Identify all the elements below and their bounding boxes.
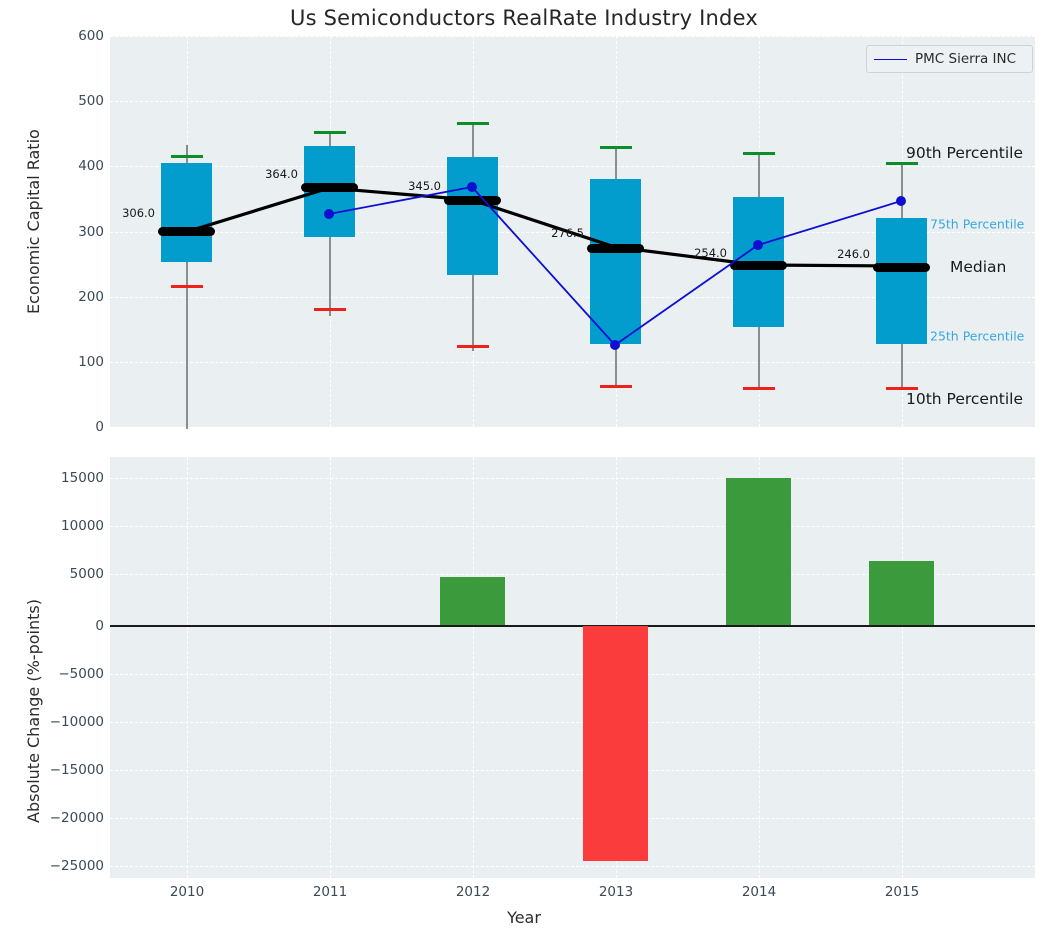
gridline-h xyxy=(110,361,1035,363)
gridline-h xyxy=(110,526,1035,527)
median-label-2012: 345.0 xyxy=(408,179,441,193)
box-2013 xyxy=(590,179,641,344)
bottom-y-tick: −15000 xyxy=(49,762,104,778)
bottom-y-tick: 10000 xyxy=(61,518,104,534)
bottom-y-tick: 5000 xyxy=(69,566,104,582)
annotation-90th-percentile: 90th Percentile xyxy=(906,144,1024,162)
median-label-2011: 364.0 xyxy=(265,167,298,181)
median-label-2015: 246.0 xyxy=(837,247,870,261)
annotation-10th-percentile: 10th Percentile xyxy=(906,390,1024,408)
x-tick-2010: 2010 xyxy=(169,884,205,900)
chart-title: Us Semiconductors RealRate Industry Inde… xyxy=(290,6,758,30)
gridline-h xyxy=(110,770,1035,771)
gridline-h xyxy=(110,36,1035,37)
legend-label: PMC Sierra INC xyxy=(915,51,1017,67)
top-y-tick: 300 xyxy=(78,224,104,240)
bottom-y-axis-label: Absolute Change (%-points) xyxy=(24,599,43,823)
gridline-v xyxy=(330,457,331,878)
cap-p10-2014 xyxy=(743,387,775,390)
top-y-tick: 400 xyxy=(78,158,104,174)
x-tick-2013: 2013 xyxy=(598,884,634,900)
median-label-2014: 254.0 xyxy=(694,246,727,260)
top-y-tick-group: 600 500 400 300 200 100 0 xyxy=(36,0,104,942)
bar-2014 xyxy=(726,478,791,625)
bottom-y-tick: −20000 xyxy=(49,810,104,826)
gridline-h xyxy=(110,574,1035,575)
box-2015 xyxy=(876,218,927,344)
cap-p90-2015 xyxy=(886,162,918,165)
cap-p90-2014 xyxy=(743,152,775,155)
median-bar-2013 xyxy=(587,244,644,253)
bottom-y-tick: 0 xyxy=(95,618,104,634)
x-tick-2011: 2011 xyxy=(312,884,348,900)
cap-p90-2010 xyxy=(171,155,203,158)
x-tick-2015: 2015 xyxy=(884,884,920,900)
box-2012 xyxy=(447,157,498,275)
bottom-y-tick: −5000 xyxy=(58,666,104,682)
median-bar-2011 xyxy=(301,183,358,192)
zero-line xyxy=(110,625,1035,627)
bottom-y-tick: −10000 xyxy=(49,714,104,730)
gridline-h xyxy=(110,478,1035,479)
gridline-h xyxy=(110,674,1035,675)
bottom-plot-panel xyxy=(110,457,1035,878)
bar-2015 xyxy=(869,561,934,625)
median-bar-2010 xyxy=(158,227,215,236)
top-y-tick: 0 xyxy=(95,419,104,435)
gridline-v xyxy=(759,457,760,878)
box-2010 xyxy=(161,163,212,262)
cap-p10-2015 xyxy=(886,387,918,390)
cap-p90-2011 xyxy=(314,131,346,134)
gridline-v xyxy=(187,457,188,878)
gridline-h xyxy=(110,722,1035,723)
gridline-h xyxy=(110,101,1035,103)
top-y-tick: 500 xyxy=(78,93,104,109)
median-label-2010: 306.0 xyxy=(122,206,155,220)
cap-p10-2013 xyxy=(600,385,632,388)
cap-p10-2011 xyxy=(314,308,346,311)
annotation-75th-percentile: 75th Percentile xyxy=(930,216,1025,232)
top-y-tick: 100 xyxy=(78,354,104,370)
legend-line-icon xyxy=(874,58,907,60)
cap-p90-2013 xyxy=(600,146,632,149)
gridline-h xyxy=(110,866,1035,867)
x-tick-2014: 2014 xyxy=(741,884,777,900)
gridline-h xyxy=(110,427,1035,428)
median-bar-2015 xyxy=(873,263,930,272)
median-bar-2012 xyxy=(444,196,501,205)
bottom-y-tick-group: 15000 10000 5000 0 −5000 −10000 −15000 −… xyxy=(16,0,104,942)
median-label-2013: 276.5 xyxy=(551,226,584,240)
gridline-v xyxy=(473,457,474,878)
bottom-y-tick: 15000 xyxy=(61,470,104,486)
cap-p10-2010 xyxy=(171,285,203,288)
top-y-tick: 200 xyxy=(78,289,104,305)
annotation-median: Median xyxy=(950,258,1007,276)
annotation-25th-percentile: 25th Percentile xyxy=(930,328,1025,344)
bar-2013 xyxy=(583,626,648,861)
gridline-h xyxy=(110,166,1035,168)
cap-p10-2012 xyxy=(457,345,489,348)
bar-2012 xyxy=(440,577,505,625)
top-y-tick: 600 xyxy=(78,28,104,44)
legend[interactable]: PMC Sierra INC xyxy=(866,45,1033,73)
gridline-v xyxy=(902,457,903,878)
cap-p90-2012 xyxy=(457,122,489,125)
top-y-axis-label: Economic Capital Ratio xyxy=(24,129,43,314)
x-tick-2012: 2012 xyxy=(455,884,491,900)
median-bar-2014 xyxy=(730,261,787,270)
x-axis-label: Year xyxy=(507,908,541,927)
bottom-y-tick: −25000 xyxy=(49,858,104,874)
gridline-h xyxy=(110,818,1035,819)
